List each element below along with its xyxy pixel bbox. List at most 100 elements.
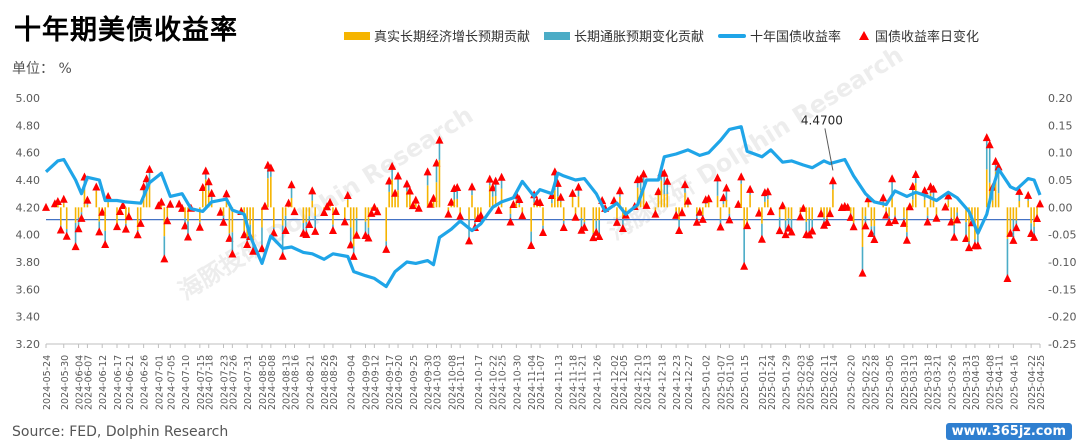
real-contribution-bar xyxy=(867,201,870,208)
left-axis-tick: 3.60 xyxy=(16,283,41,296)
real-contribution-bar xyxy=(267,178,269,208)
inflation-contribution-bar xyxy=(355,218,358,236)
inflation-contribution-bar xyxy=(988,145,991,183)
real-contribution-bar xyxy=(1018,201,1021,208)
daily-change-marker xyxy=(947,217,956,226)
inflation-contribution-bar xyxy=(660,173,663,181)
x-tick-label: 2024-07-31 xyxy=(243,355,254,410)
inflation-contribution-bar xyxy=(406,184,408,192)
left-axis-tick: 4.20 xyxy=(16,201,41,214)
inflation-contribution-bar xyxy=(805,221,808,235)
daily-change-marker xyxy=(515,195,524,204)
right-axis-tick: -0.10 xyxy=(1048,256,1076,269)
real-contribution-bar xyxy=(1033,207,1035,227)
real-contribution-bar xyxy=(349,207,352,228)
x-tick-label: 2025-03-26 xyxy=(947,355,958,410)
daily-change-marker xyxy=(447,197,456,206)
daily-change-marker xyxy=(320,207,329,216)
chart-title: 十年期美债收益率 xyxy=(14,15,238,46)
unit-label: 单位： % xyxy=(12,61,72,77)
inflation-contribution-bar xyxy=(290,185,293,198)
daily-change-marker xyxy=(692,217,701,226)
real-contribution-bar xyxy=(284,207,287,216)
daily-change-marker xyxy=(536,198,545,207)
real-contribution-bar xyxy=(394,196,396,208)
daily-change-marker xyxy=(118,200,127,209)
real-contribution-bar xyxy=(65,207,68,230)
real-contribution-bar xyxy=(595,207,598,221)
real-contribution-bar xyxy=(571,196,574,208)
legend-item-yield: 十年国债收益率 xyxy=(718,26,841,45)
real-contribution-bar xyxy=(210,202,213,208)
daily-change-marker xyxy=(787,227,796,236)
x-tick-label: 2025-04-22 xyxy=(1027,355,1038,410)
x-tick-label: 2024-09-12 xyxy=(370,355,381,410)
x-tick-label: 2025-01-07 xyxy=(717,355,728,410)
daily-change-marker xyxy=(370,202,379,211)
x-tick-label: 2024-11-13 xyxy=(554,355,565,410)
real-contribution-bar xyxy=(808,207,811,220)
watermark-0: 海豚投研 Dolphin Research xyxy=(173,101,478,306)
daily-change-marker xyxy=(408,201,417,210)
daily-change-marker xyxy=(905,202,914,211)
x-tick-label: 2025-01-15 xyxy=(740,355,751,410)
daily-change-marker xyxy=(663,176,672,185)
real-contribution-bar xyxy=(947,200,950,208)
x-tick-label: 2025-01-21 xyxy=(758,355,769,410)
inflation-contribution-bar xyxy=(305,221,308,236)
legend-triangle-icon xyxy=(859,31,870,40)
real-contribution-bar xyxy=(329,204,331,208)
daily-change-marker xyxy=(136,218,145,227)
x-tick-label: 2025-03-31 xyxy=(962,355,973,410)
daily-change-marker xyxy=(101,239,110,248)
x-tick-label: 2024-10-25 xyxy=(498,355,509,410)
x-tick-label: 2024-12-02 xyxy=(610,355,621,410)
inflation-contribution-bar xyxy=(494,181,497,197)
daily-change-marker xyxy=(373,207,382,216)
real-contribution-bar xyxy=(929,193,932,208)
daily-change-marker xyxy=(257,244,266,253)
daily-change-marker xyxy=(426,199,435,208)
real-contribution-bar xyxy=(249,207,251,225)
real-contribution-bar xyxy=(820,207,822,211)
real-contribution-bar xyxy=(997,193,1000,208)
daily-change-marker xyxy=(340,217,349,226)
inflation-contribution-bar xyxy=(210,193,213,203)
x-tick-label: 2024-06-17 xyxy=(113,355,124,410)
inflation-contribution-bar xyxy=(261,227,263,250)
daily-change-marker xyxy=(899,218,908,227)
inflation-contribution-bar xyxy=(556,183,559,197)
daily-change-marker xyxy=(683,196,692,205)
daily-change-marker xyxy=(385,176,394,185)
daily-change-marker xyxy=(485,174,494,183)
real-contribution-bar xyxy=(77,207,80,218)
real-contribution-bar xyxy=(231,207,234,233)
inflation-contribution-bar xyxy=(468,219,470,242)
real-contribution-bar xyxy=(270,176,272,208)
real-contribution-bar xyxy=(873,207,876,227)
real-contribution-bar xyxy=(894,207,896,216)
legend-item-inflation: 长期通胀预期变化贡献 xyxy=(544,26,704,45)
inflation-contribution-bar xyxy=(364,221,367,237)
legend-label-daily-change: 国债收益率日变化 xyxy=(875,30,980,45)
daily-change-marker xyxy=(302,230,311,239)
daily-change-marker xyxy=(133,230,142,239)
real-contribution-bar xyxy=(414,202,417,208)
daily-change-marker xyxy=(1015,186,1024,195)
inflation-contribution-bar xyxy=(204,171,207,180)
daily-change-marker xyxy=(737,172,746,181)
inflation-contribution-bar xyxy=(595,220,598,233)
real-contribution-bar xyxy=(1012,207,1015,220)
daily-change-marker xyxy=(1006,228,1015,237)
real-contribution-bar xyxy=(994,171,997,208)
inflation-contribution-bar xyxy=(456,187,459,199)
inflation-contribution-bar xyxy=(929,187,932,194)
real-contribution-bar xyxy=(743,207,745,229)
inflation-contribution-bar xyxy=(471,187,473,196)
daily-change-marker xyxy=(222,189,231,198)
daily-change-marker xyxy=(574,182,583,191)
daily-change-marker xyxy=(982,133,991,142)
daily-change-marker xyxy=(411,195,420,204)
x-tick-label: 2024-06-21 xyxy=(125,355,136,410)
